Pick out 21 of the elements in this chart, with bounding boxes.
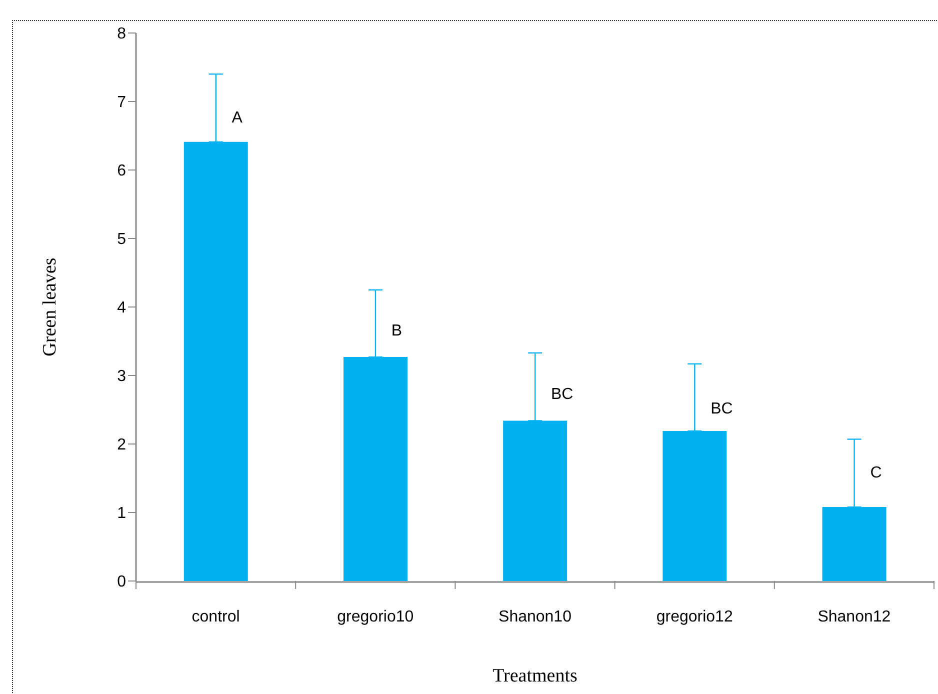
y-axis-title: Green leaves <box>40 258 60 356</box>
annotation: BC <box>551 386 574 404</box>
annotation: B <box>391 322 402 340</box>
x-tick-label: Shanon12 <box>818 608 891 626</box>
annotation: BC <box>710 400 733 418</box>
x-axis-title: Treatments <box>492 666 578 686</box>
y-tick-label: 8 <box>117 26 126 43</box>
annotation: C <box>870 464 882 482</box>
y-tick-label: 4 <box>117 300 126 317</box>
annotation: A <box>232 109 243 126</box>
x-tick-label: Shanon10 <box>498 608 572 626</box>
x-tick-label: control <box>192 608 240 626</box>
y-tick-label: 5 <box>117 231 126 248</box>
y-tick-label: 0 <box>117 574 126 591</box>
x-tick-label: gregorio12 <box>656 608 733 626</box>
y-tick-label: 2 <box>117 436 126 454</box>
y-tick-label: 3 <box>117 368 126 386</box>
y-tick-label: 6 <box>117 162 126 180</box>
y-tick-label: 1 <box>117 505 126 522</box>
x-tick-label: gregorio10 <box>337 608 414 626</box>
y-tick-label: 7 <box>117 94 126 112</box>
